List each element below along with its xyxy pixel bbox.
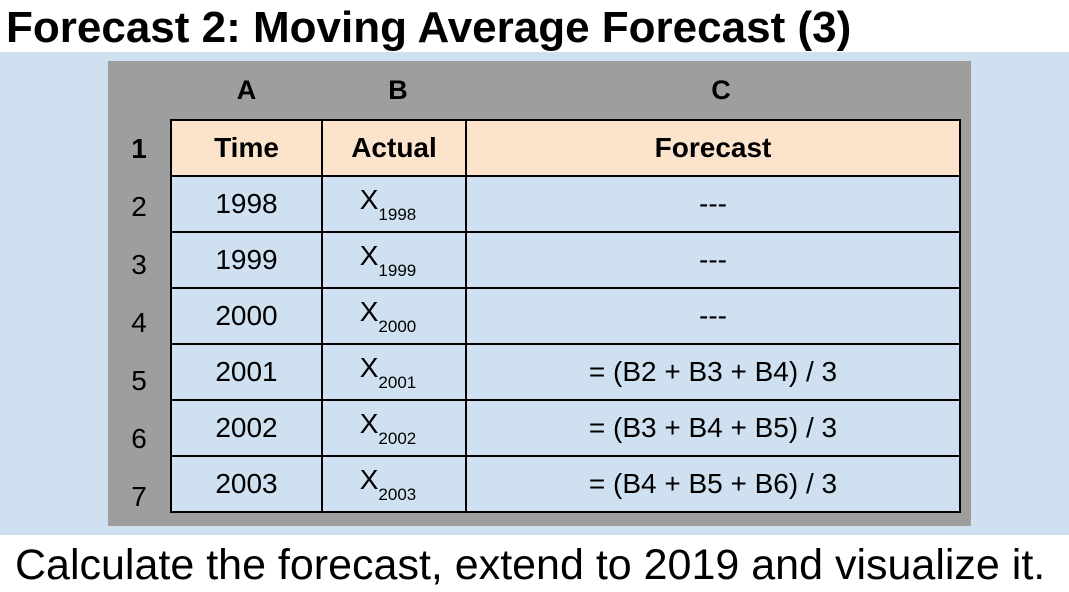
actual-subscript: 1998 [378, 204, 417, 224]
forecast-table: Time Actual Forecast 1998 X1998 --- 1999… [170, 119, 961, 513]
table-row: 1999 X1999 --- [170, 231, 961, 289]
actual-subscript: 1999 [378, 260, 417, 280]
table-row: 2001 X2001 = (B2 + B3 + B4) / 3 [170, 343, 961, 401]
actual-variable: X [359, 463, 379, 495]
actual-cell[interactable]: X2000 [321, 287, 467, 345]
header-cell-time[interactable]: Time [170, 119, 323, 177]
actual-cell[interactable]: X1999 [321, 231, 467, 289]
table-row: 2000 X2000 --- [170, 287, 961, 345]
time-cell[interactable]: 1999 [170, 231, 323, 289]
actual-subscript: 2002 [378, 428, 417, 448]
header-cell-actual[interactable]: Actual [321, 119, 467, 177]
row-header-5: 5 [131, 365, 147, 396]
row-header-4: 4 [131, 307, 147, 338]
forecast-cell[interactable]: --- [465, 231, 961, 289]
actual-cell[interactable]: X2002 [321, 399, 467, 457]
forecast-cell[interactable]: = (B3 + B4 + B5) / 3 [465, 399, 961, 457]
actual-variable: X [359, 239, 379, 271]
actual-variable: X [359, 407, 379, 439]
row-header-3: 3 [131, 249, 147, 280]
row-header-1: 1 [131, 133, 147, 164]
time-cell[interactable]: 2001 [170, 343, 323, 401]
header-cell-forecast[interactable]: Forecast [465, 119, 961, 177]
forecast-cell[interactable]: = (B4 + B5 + B6) / 3 [465, 455, 961, 513]
time-cell[interactable]: 2003 [170, 455, 323, 513]
actual-subscript: 2001 [378, 372, 417, 392]
actual-variable: X [359, 295, 379, 327]
actual-cell[interactable]: X1998 [321, 175, 467, 233]
forecast-cell[interactable]: --- [465, 287, 961, 345]
slide-title: Forecast 2: Moving Average Forecast (3) [6, 3, 852, 52]
table-header-row: Time Actual Forecast [170, 119, 961, 177]
actual-variable: X [359, 351, 379, 383]
table-row: 1998 X1998 --- [170, 175, 961, 233]
row-header-6: 6 [131, 423, 147, 454]
actual-variable: X [359, 183, 379, 215]
time-cell[interactable]: 1998 [170, 175, 323, 233]
time-cell[interactable]: 2002 [170, 399, 323, 457]
column-header-b: B [388, 75, 408, 105]
actual-cell[interactable]: X2003 [321, 455, 467, 513]
actual-subscript: 2000 [378, 316, 417, 336]
column-header-c: C [711, 75, 731, 105]
forecast-cell[interactable]: = (B2 + B3 + B4) / 3 [465, 343, 961, 401]
row-header-2: 2 [131, 191, 147, 222]
table-row: 2002 X2002 = (B3 + B4 + B5) / 3 [170, 399, 961, 457]
instruction-caption: Calculate the forecast, extend to 2019 a… [15, 541, 1046, 589]
actual-subscript: 2003 [378, 484, 417, 504]
forecast-cell[interactable]: --- [465, 175, 961, 233]
column-header-a: A [236, 75, 257, 105]
table-row: 2003 X2003 = (B4 + B5 + B6) / 3 [170, 455, 961, 513]
actual-cell[interactable]: X2001 [321, 343, 467, 401]
time-cell[interactable]: 2000 [170, 287, 323, 345]
row-header-7: 7 [131, 481, 147, 512]
